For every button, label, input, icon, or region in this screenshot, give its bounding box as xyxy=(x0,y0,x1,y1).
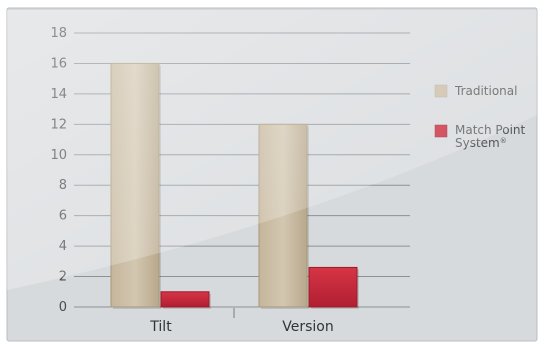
x-category-label: Version xyxy=(282,319,333,335)
registered-mark: ® xyxy=(500,137,507,145)
x-category-label: Tilt xyxy=(149,319,172,335)
bar-tilt-match-point-system xyxy=(160,291,210,308)
x-axis-categories: Tilt Version xyxy=(149,319,333,335)
gloss-overlay xyxy=(7,10,537,290)
y-tick-label: 0 xyxy=(59,300,67,315)
bar-version-match-point-system xyxy=(308,266,358,308)
